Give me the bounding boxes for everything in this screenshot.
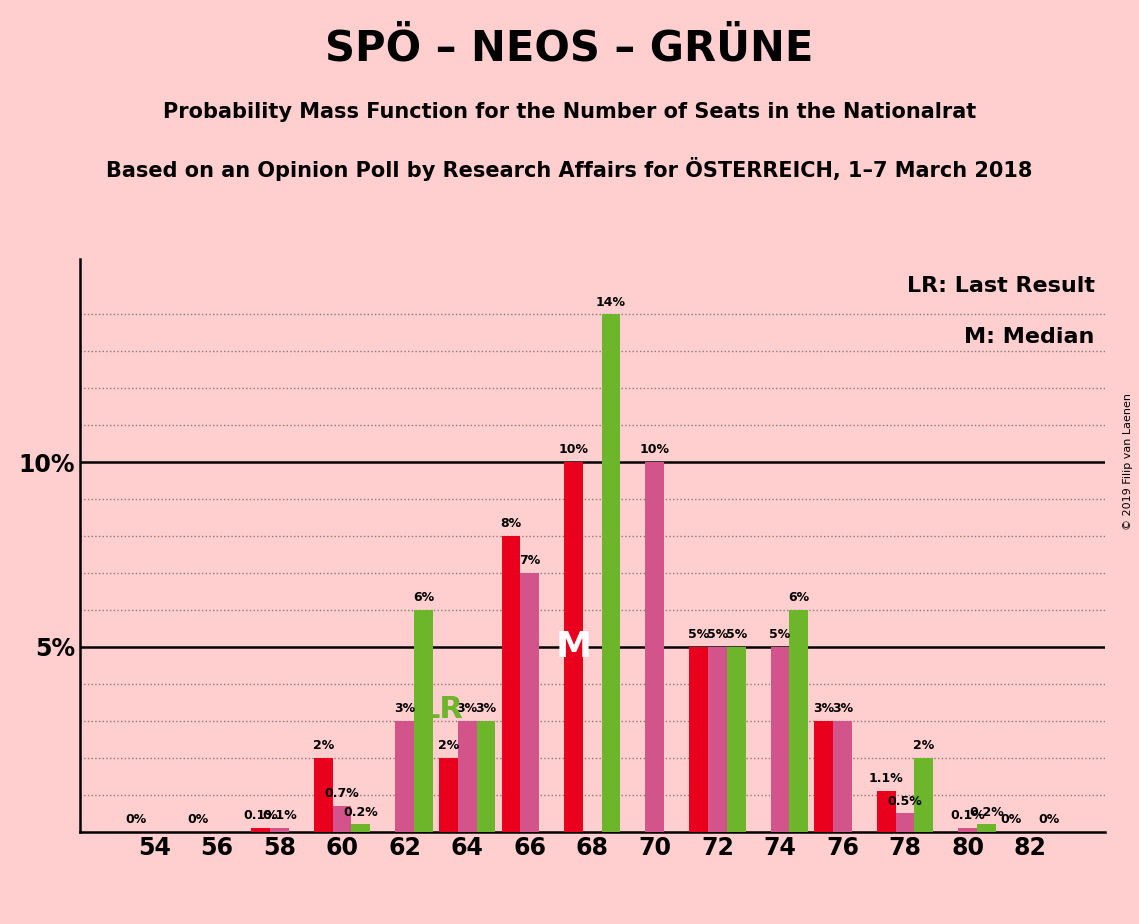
Bar — [727, 647, 746, 832]
Text: 10%: 10% — [640, 444, 670, 456]
Bar — [770, 647, 789, 832]
Text: 0%: 0% — [1039, 813, 1059, 826]
Text: 14%: 14% — [596, 296, 626, 309]
Bar — [476, 721, 495, 832]
Bar — [708, 647, 727, 832]
Bar — [877, 791, 895, 832]
Text: Based on an Opinion Poll by Research Affairs for ÖSTERREICH, 1–7 March 2018: Based on an Opinion Poll by Research Aff… — [106, 157, 1033, 181]
Bar — [314, 758, 333, 832]
Text: 5%: 5% — [726, 628, 747, 641]
Bar — [958, 828, 977, 832]
Bar — [601, 314, 621, 832]
Text: 1.1%: 1.1% — [869, 772, 903, 785]
Bar — [501, 536, 521, 832]
Text: 6%: 6% — [788, 591, 809, 604]
Text: M: M — [556, 630, 591, 663]
Text: 6%: 6% — [412, 591, 434, 604]
Text: 5%: 5% — [769, 628, 790, 641]
Bar — [415, 610, 433, 832]
Bar — [564, 462, 583, 832]
Bar — [977, 824, 995, 832]
Bar — [395, 721, 415, 832]
Text: 5%: 5% — [706, 628, 728, 641]
Text: 2%: 2% — [437, 739, 459, 752]
Text: 0.1%: 0.1% — [244, 809, 278, 822]
Text: 3%: 3% — [475, 702, 497, 715]
Text: 0.1%: 0.1% — [262, 809, 297, 822]
Text: 8%: 8% — [500, 517, 522, 530]
Text: 0%: 0% — [125, 813, 146, 826]
Text: 0%: 0% — [188, 813, 208, 826]
Text: 2%: 2% — [913, 739, 934, 752]
Bar — [689, 647, 708, 832]
Bar — [458, 721, 476, 832]
Text: 0%: 0% — [1001, 813, 1022, 826]
Text: 0.5%: 0.5% — [887, 795, 923, 808]
Bar — [789, 610, 808, 832]
Text: M: Median: M: Median — [965, 327, 1095, 347]
Bar — [439, 758, 458, 832]
Text: LR: LR — [420, 695, 464, 724]
Text: © 2019 Filip van Laenen: © 2019 Filip van Laenen — [1123, 394, 1133, 530]
Text: 3%: 3% — [457, 702, 477, 715]
Bar — [521, 573, 539, 832]
Text: 7%: 7% — [519, 554, 540, 567]
Bar — [895, 813, 915, 832]
Text: 3%: 3% — [394, 702, 416, 715]
Text: 0.2%: 0.2% — [969, 806, 1003, 819]
Bar — [333, 806, 352, 832]
Text: 0.7%: 0.7% — [325, 787, 360, 800]
Text: 0.1%: 0.1% — [950, 809, 985, 822]
Text: Probability Mass Function for the Number of Seats in the Nationalrat: Probability Mass Function for the Number… — [163, 102, 976, 122]
Bar — [352, 824, 370, 832]
Bar — [833, 721, 852, 832]
Text: 5%: 5% — [688, 628, 710, 641]
Bar — [252, 828, 270, 832]
Text: 3%: 3% — [813, 702, 834, 715]
Text: 2%: 2% — [313, 739, 334, 752]
Text: SPÖ – NEOS – GRÜNE: SPÖ – NEOS – GRÜNE — [326, 28, 813, 69]
Bar — [270, 828, 289, 832]
Text: 3%: 3% — [831, 702, 853, 715]
Text: 0.2%: 0.2% — [344, 806, 378, 819]
Bar — [646, 462, 664, 832]
Bar — [814, 721, 833, 832]
Text: 10%: 10% — [558, 444, 589, 456]
Bar — [915, 758, 933, 832]
Text: LR: Last Result: LR: Last Result — [907, 276, 1095, 296]
